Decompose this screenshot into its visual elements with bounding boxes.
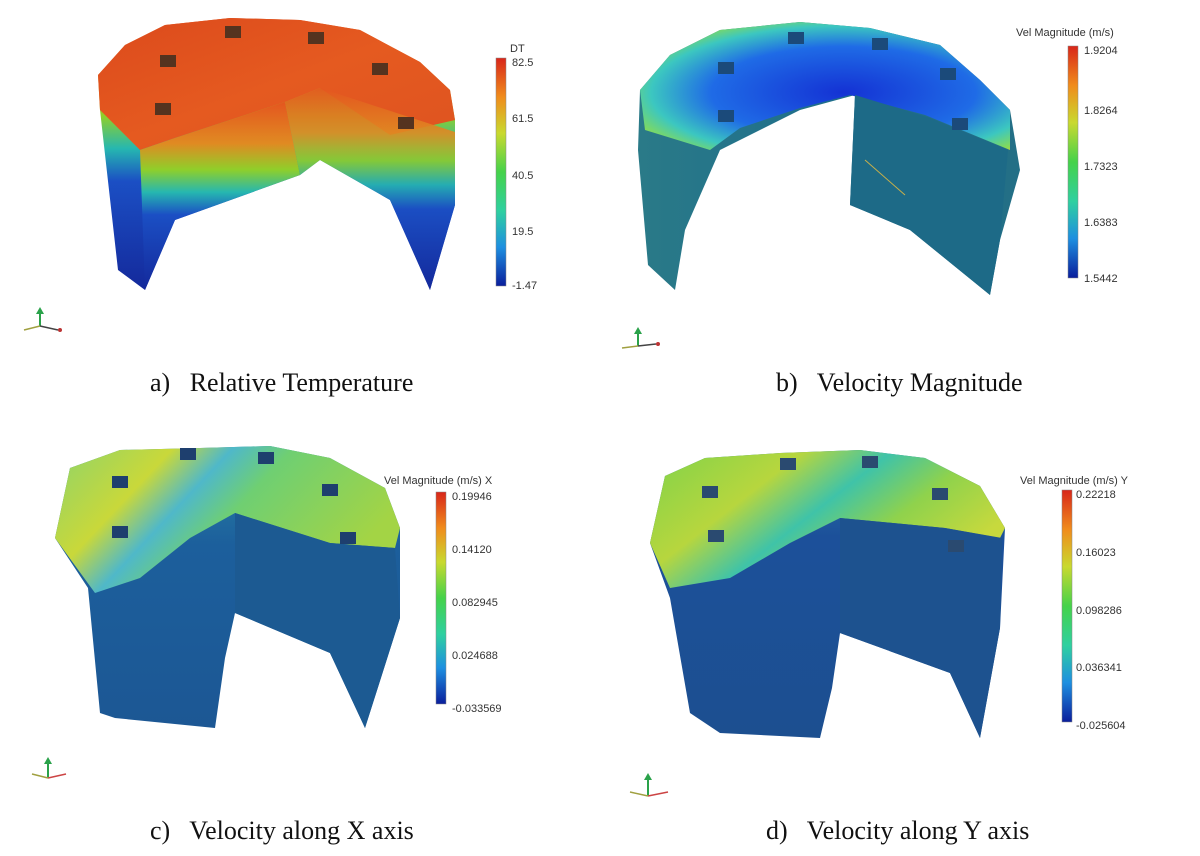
colorbar-tick: 0.22218 — [1076, 489, 1116, 501]
caption-letter: a) — [150, 368, 171, 397]
hole-marker — [180, 448, 196, 460]
temperature-solid — [98, 18, 455, 290]
hole-marker — [940, 68, 956, 80]
hole-marker — [160, 55, 176, 67]
panel-relative-temperature: DT 82.5 61.5 40.5 19.5 -1.47 a) Relative… — [0, 0, 600, 428]
hole-marker — [872, 38, 888, 50]
colorbar-gradient — [495, 57, 507, 287]
hole-marker — [718, 110, 734, 122]
colorbar-tick: 61.5 — [512, 113, 533, 125]
colorbar-gradient — [1067, 45, 1079, 279]
hole-marker — [258, 452, 274, 464]
caption-velocity-magnitude: b) Velocity Magnitude — [776, 368, 1023, 398]
colorbar-tick: 82.5 — [512, 57, 533, 69]
colorbar-tick: 0.16023 — [1076, 547, 1116, 559]
hole-marker — [155, 103, 171, 115]
colorbar-velocity-x: Vel Magnitude (m/s) X 0.19946 0.14120 0.… — [384, 475, 502, 715]
colorbar-tick: 1.9204 — [1084, 45, 1118, 57]
velocity-x-solid — [55, 446, 400, 728]
colorbar-title: Vel Magnitude (m/s) X — [384, 475, 493, 487]
hole-marker — [112, 526, 128, 538]
render-velocity-magnitude: Vel Magnitude (m/s) 1.9204 1.8264 1.7323… — [621, 22, 1118, 349]
caption-velocity-y: d) Velocity along Y axis — [766, 816, 1029, 846]
axes-triad-icon — [31, 757, 67, 779]
hole-marker — [932, 488, 948, 500]
colorbar-tick: 19.5 — [512, 226, 533, 238]
caption-velocity-x: c) Velocity along X axis — [150, 816, 414, 846]
colorbar-title: Vel Magnitude (m/s) — [1016, 27, 1114, 39]
panel-velocity-y: Vel Magnitude (m/s) Y 0.22218 0.16023 0.… — [600, 428, 1200, 856]
panel-velocity-magnitude: Vel Magnitude (m/s) 1.9204 1.8264 1.7323… — [600, 0, 1200, 428]
hole-marker — [340, 532, 356, 544]
colorbar-tick: 1.7323 — [1084, 161, 1118, 173]
colorbar-velocity-magnitude: Vel Magnitude (m/s) 1.9204 1.8264 1.7323… — [1016, 27, 1118, 285]
panel-velocity-x: Vel Magnitude (m/s) X 0.19946 0.14120 0.… — [0, 428, 600, 856]
colorbar-gradient — [435, 491, 447, 705]
render-velocity-x: Vel Magnitude (m/s) X 0.19946 0.14120 0.… — [31, 446, 502, 779]
velocity-y-solid — [650, 450, 1005, 738]
axes-triad-icon — [23, 307, 62, 332]
hole-marker — [322, 484, 338, 496]
hole-marker — [952, 118, 968, 130]
colorbar-tick: -0.033569 — [452, 703, 502, 715]
colorbar-gradient — [1061, 489, 1073, 723]
colorbar-title: Vel Magnitude (m/s) Y — [1020, 475, 1129, 487]
hole-marker — [862, 456, 878, 468]
hole-marker — [708, 530, 724, 542]
hole-marker — [372, 63, 388, 75]
caption-text: Velocity along Y axis — [806, 816, 1030, 845]
hole-marker — [702, 486, 718, 498]
hole-marker — [718, 62, 734, 74]
colorbar-tick: -0.025604 — [1076, 720, 1126, 732]
colorbar-tick: 1.5442 — [1084, 273, 1118, 285]
caption-text: Relative Temperature — [189, 368, 414, 397]
colorbar-tick: -1.47 — [512, 280, 537, 292]
hole-marker — [308, 32, 324, 44]
hole-marker — [780, 458, 796, 470]
hole-marker — [788, 32, 804, 44]
colorbar-tick: 1.6383 — [1084, 217, 1118, 229]
caption-text: Velocity along X axis — [189, 816, 414, 845]
caption-letter: c) — [150, 816, 171, 845]
colorbar-velocity-y: Vel Magnitude (m/s) Y 0.22218 0.16023 0.… — [1020, 475, 1129, 732]
colorbar-title: DT — [510, 43, 525, 55]
colorbar-tick: 0.14120 — [452, 544, 492, 556]
colorbar-tick: 0.082945 — [452, 597, 498, 609]
hole-marker — [112, 476, 128, 488]
caption-letter: b) — [776, 368, 798, 397]
colorbar-tick: 0.098286 — [1076, 605, 1122, 617]
hole-marker — [398, 117, 414, 129]
colorbar-tick: 1.8264 — [1084, 105, 1118, 117]
axes-triad-icon — [629, 773, 669, 797]
caption-text: Velocity Magnitude — [816, 368, 1023, 397]
hole-marker — [225, 26, 241, 38]
colorbar-temperature: DT 82.5 61.5 40.5 19.5 -1.47 — [495, 43, 537, 292]
hole-marker — [948, 540, 964, 552]
caption-letter: d) — [766, 816, 788, 845]
colorbar-tick: 0.024688 — [452, 650, 498, 662]
caption-relative-temperature: a) Relative Temperature — [150, 368, 413, 398]
colorbar-tick: 40.5 — [512, 170, 533, 182]
velocity-magnitude-solid — [638, 22, 1020, 295]
axes-triad-icon — [621, 327, 660, 349]
colorbar-tick: 0.19946 — [452, 491, 492, 503]
render-velocity-y: Vel Magnitude (m/s) Y 0.22218 0.16023 0.… — [629, 450, 1129, 797]
colorbar-tick: 0.036341 — [1076, 662, 1122, 674]
render-relative-temperature: DT 82.5 61.5 40.5 19.5 -1.47 — [23, 18, 537, 332]
